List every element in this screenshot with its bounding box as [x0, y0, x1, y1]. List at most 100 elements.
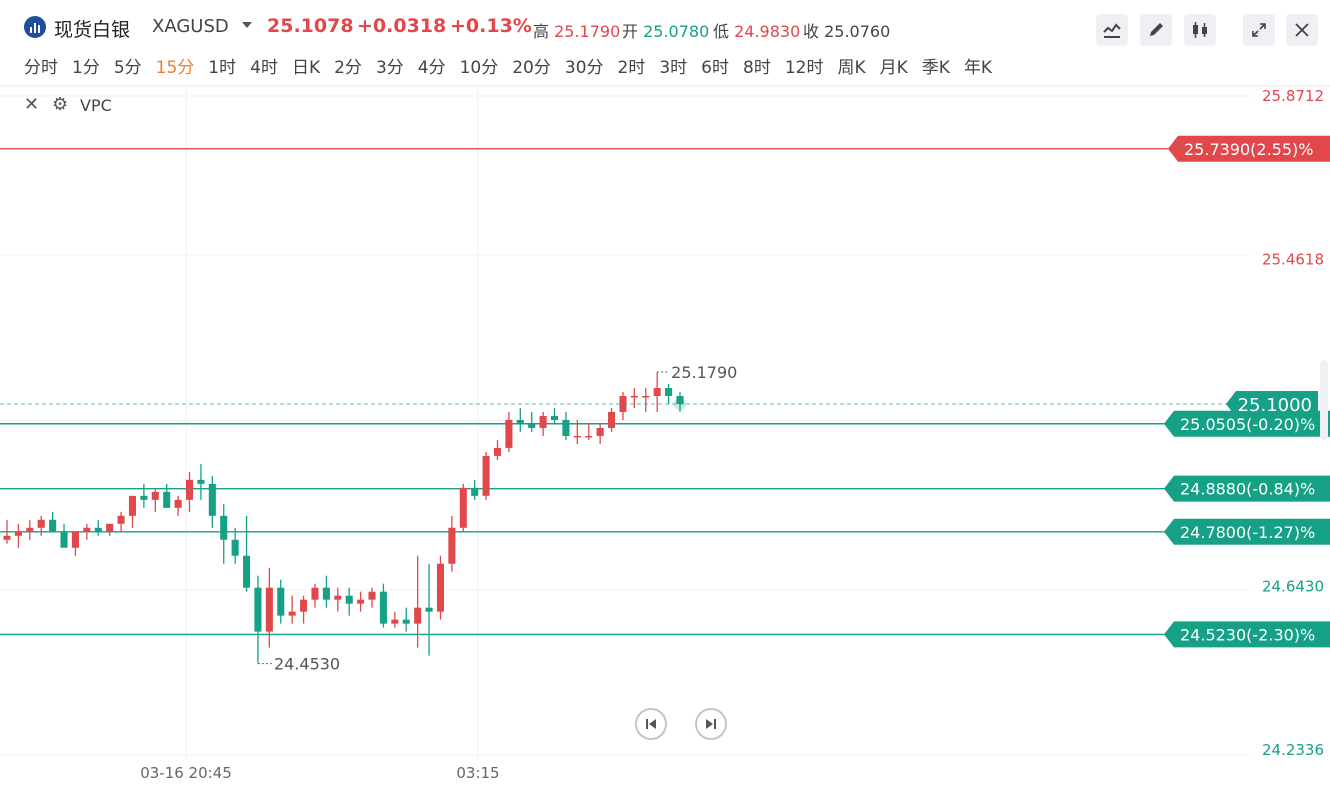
period-tab[interactable]: 10分	[459, 58, 499, 78]
period-tab[interactable]: 1时	[208, 58, 237, 78]
scroll-forward-button[interactable]	[695, 708, 727, 740]
candle-body[interactable]	[106, 523, 114, 532]
period-tab[interactable]: 2时	[617, 58, 646, 78]
candle-body[interactable]	[288, 611, 296, 616]
candle-body[interactable]	[49, 519, 57, 532]
level-label-tag[interactable]	[1164, 475, 1330, 502]
period-tab[interactable]: 20分	[512, 58, 551, 78]
period-tab[interactable]: 12时	[784, 58, 824, 78]
candle-body[interactable]	[243, 555, 251, 588]
candle-body[interactable]	[596, 427, 604, 436]
period-tab[interactable]: 15分	[155, 58, 195, 78]
period-tab[interactable]: 季K	[921, 58, 950, 78]
current-price-tag[interactable]	[1226, 390, 1318, 417]
period-tab[interactable]: 5分	[113, 58, 142, 78]
candle-body[interactable]	[197, 479, 205, 484]
candle-body[interactable]	[391, 619, 399, 624]
close-button[interactable]	[1286, 14, 1318, 46]
candle-body[interactable]	[414, 607, 422, 624]
candle-body[interactable]	[516, 419, 524, 424]
candle-body[interactable]	[345, 595, 353, 604]
candle-body[interactable]	[265, 587, 273, 632]
period-tab[interactable]: 4时	[250, 58, 278, 78]
candle-body[interactable]	[471, 487, 479, 496]
candle-body[interactable]	[322, 587, 330, 600]
candle-body[interactable]	[71, 531, 79, 548]
candle-body[interactable]	[300, 599, 308, 612]
candle-body[interactable]	[459, 487, 467, 528]
period-tab[interactable]: 30分	[564, 58, 604, 78]
period-tab[interactable]: 月K	[879, 58, 908, 78]
period-tab[interactable]: 分时	[24, 58, 58, 78]
candle-body[interactable]	[254, 587, 262, 632]
level-label-tag[interactable]	[1164, 621, 1330, 648]
candle-body[interactable]	[493, 447, 502, 456]
candle-body[interactable]	[642, 396, 650, 398]
symbol-dropdown-icon[interactable]	[242, 22, 252, 28]
level-label-tag[interactable]	[1164, 410, 1330, 437]
candle-body[interactable]	[379, 591, 387, 624]
candle-body[interactable]	[402, 619, 410, 624]
draw-button[interactable]	[1140, 14, 1172, 46]
candle-body[interactable]	[482, 455, 490, 496]
period-tab[interactable]: 3时	[659, 58, 688, 78]
candle-body[interactable]	[528, 423, 536, 428]
candle-body[interactable]	[357, 599, 365, 604]
symbol-name[interactable]: 现货白银	[54, 19, 131, 41]
candle-body[interactable]	[619, 396, 627, 412]
line-chart-button[interactable]	[1096, 14, 1128, 46]
period-tab[interactable]: 1分	[72, 58, 100, 78]
side-scroll-handle[interactable]	[1320, 360, 1328, 440]
candle-body[interactable]	[550, 415, 559, 420]
candle-body[interactable]	[448, 527, 456, 564]
fullscreen-button[interactable]	[1243, 14, 1275, 46]
candle-body[interactable]	[231, 539, 239, 556]
candle-body[interactable]	[140, 495, 148, 500]
candle-body[interactable]	[220, 515, 228, 540]
symbol-code[interactable]: XAGUSD	[152, 16, 229, 37]
candle-body[interactable]	[277, 587, 285, 616]
indicator-close-icon[interactable]: ✕	[24, 94, 40, 115]
period-tab[interactable]: 2分	[334, 58, 362, 78]
candle-body[interactable]	[60, 531, 68, 548]
candle-body[interactable]	[14, 531, 22, 536]
candle-body[interactable]	[311, 587, 319, 600]
candle-body[interactable]	[425, 607, 433, 612]
candle-body[interactable]	[334, 595, 342, 600]
indicator-settings-icon[interactable]: ⚙	[52, 94, 69, 115]
period-tab[interactable]: 年K	[963, 58, 993, 78]
candle-body[interactable]	[174, 499, 182, 508]
candle-body[interactable]	[505, 419, 513, 448]
candle-body[interactable]	[3, 535, 11, 540]
candle-body[interactable]	[208, 483, 216, 516]
candle-type-button[interactable]	[1184, 14, 1216, 46]
candle-body[interactable]	[117, 515, 125, 524]
candle-body[interactable]	[562, 419, 570, 436]
candle-body[interactable]	[653, 388, 661, 397]
candle-body[interactable]	[665, 388, 673, 397]
period-tab[interactable]: 6时	[701, 58, 729, 78]
candle-body[interactable]	[185, 479, 194, 500]
candle-body[interactable]	[83, 527, 91, 532]
candle-body[interactable]	[585, 435, 593, 438]
candle-body[interactable]	[368, 591, 376, 600]
candle-body[interactable]	[676, 396, 684, 404]
candle-body[interactable]	[37, 519, 45, 528]
candle-body[interactable]	[163, 491, 171, 508]
period-tab[interactable]: 日K	[291, 58, 321, 78]
candle-body[interactable]	[436, 563, 444, 612]
candle-body[interactable]	[94, 527, 102, 532]
candle-body[interactable]	[630, 396, 638, 398]
candle-body[interactable]	[128, 495, 137, 516]
scroll-back-button[interactable]	[635, 708, 667, 740]
period-tab[interactable]: 3分	[375, 58, 404, 78]
candle-body[interactable]	[151, 491, 159, 500]
period-tab[interactable]: 4分	[417, 58, 446, 78]
level-label-tag[interactable]	[1168, 135, 1330, 162]
level-label-tag[interactable]	[1164, 518, 1330, 545]
period-tab[interactable]: 8时	[743, 58, 771, 78]
candle-body[interactable]	[573, 435, 581, 438]
candle-body[interactable]	[539, 415, 547, 428]
candle-body[interactable]	[608, 411, 616, 428]
